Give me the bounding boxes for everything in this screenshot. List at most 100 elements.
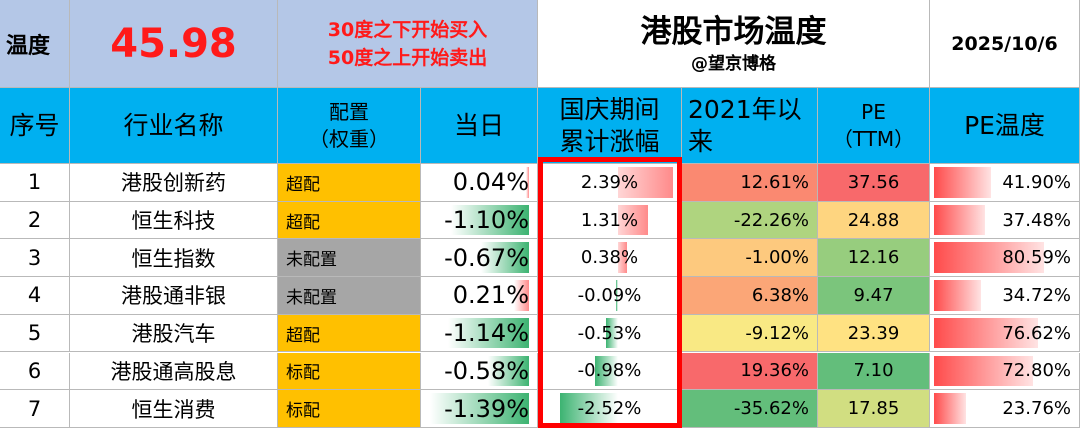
today-change-text: -1.39% xyxy=(444,394,529,423)
pe-temperature: 80.59% xyxy=(930,239,1080,278)
col-header-allocation-line1: 配置 xyxy=(329,99,369,124)
row-index: 3 xyxy=(0,239,70,278)
row-index-text: 6 xyxy=(27,358,42,383)
today-change: -1.14% xyxy=(421,314,538,353)
allocation-badge: 超配 xyxy=(278,314,421,353)
allocation-badge: 超配 xyxy=(278,201,421,240)
since2021-change: -35.62% xyxy=(682,390,818,428)
today-change: -1.39% xyxy=(421,390,538,428)
col-header-allocation: 配置 （权重） xyxy=(278,88,421,164)
allocation-text: 超配 xyxy=(286,325,320,346)
col-header-allocation-line2: （权重） xyxy=(309,126,389,151)
pe-temperature: 23.76% xyxy=(930,390,1080,428)
since2021-text: 19.36% xyxy=(740,360,809,382)
pe-temperature: 76.62% xyxy=(930,314,1080,353)
industry-name: 港股创新药 xyxy=(70,164,278,202)
col-header-since2021: 2021年以 来 xyxy=(682,88,818,164)
today-change: 0.21% xyxy=(421,277,538,315)
pe-ttm: 12.16 xyxy=(818,239,930,278)
pe-temperature-bar xyxy=(934,167,991,198)
industry-name-text: 港股通非银 xyxy=(121,284,226,309)
holiday-change-text: -0.98% xyxy=(577,360,642,382)
allocation-text: 标配 xyxy=(286,401,320,422)
industry-name: 恒生指数 xyxy=(70,239,278,278)
col-header-pe-temp: PE温度 xyxy=(930,88,1080,164)
page-title: 港股市场温度 @望京博格 xyxy=(538,0,930,88)
today-bar xyxy=(448,317,529,349)
allocation-text: 未配置 xyxy=(286,287,337,308)
col-header-holiday: 国庆期间 累计涨幅 xyxy=(538,88,682,164)
col-header-industry: 行业名称 xyxy=(70,88,278,164)
holiday-change: -0.98% xyxy=(538,352,682,391)
pe-ttm: 23.39 xyxy=(818,314,930,353)
row-index-text: 5 xyxy=(27,321,42,346)
since2021-change: 12.61% xyxy=(682,164,818,202)
col-header-since2021-line2: 来 xyxy=(688,126,714,156)
allocation-text: 超配 xyxy=(286,212,320,233)
col-header-today-text: 当日 xyxy=(453,110,504,140)
pe-temperature: 37.48% xyxy=(930,201,1080,240)
allocation-badge: 未配置 xyxy=(278,277,421,315)
trading-rule: 30度之下开始买入 50度之上开始卖出 xyxy=(278,0,538,88)
since2021-change: 19.36% xyxy=(682,352,818,391)
today-change: -1.10% xyxy=(421,201,538,240)
pe-temperature-text: 34.72% xyxy=(1002,284,1071,306)
since2021-text: -9.12% xyxy=(745,322,809,344)
pe-temperature-text: 23.76% xyxy=(1002,398,1071,420)
pe-temperature-text: 76.62% xyxy=(1002,322,1071,344)
pe-ttm-text: 17.85 xyxy=(847,398,900,420)
pe-ttm-text: 9.47 xyxy=(853,284,894,306)
pe-ttm: 24.88 xyxy=(818,201,930,240)
row-index: 5 xyxy=(0,314,70,353)
today-change: -0.58% xyxy=(421,352,538,391)
pe-temperature-bar xyxy=(934,280,982,311)
row-index-text: 3 xyxy=(27,245,42,270)
since2021-text: -22.26% xyxy=(733,209,809,231)
holiday-change-text: 1.31% xyxy=(580,209,639,231)
holiday-bar xyxy=(618,242,627,274)
today-bar xyxy=(526,167,529,198)
author-text: @望京博格 xyxy=(691,53,776,74)
holiday-change: 1.31% xyxy=(538,201,682,240)
today-bar xyxy=(514,280,529,311)
col-header-holiday-line2: 累计涨幅 xyxy=(559,126,660,156)
col-header-index-text: 序号 xyxy=(9,110,60,140)
col-header-industry-text: 行业名称 xyxy=(123,110,224,140)
col-header-pe-temp-text: PE温度 xyxy=(964,110,1045,140)
allocation-badge: 超配 xyxy=(278,164,421,202)
pe-temperature-bar xyxy=(934,317,1039,349)
today-change: -0.67% xyxy=(421,239,538,278)
pe-temperature-bar xyxy=(934,355,1033,387)
since2021-text: -1.00% xyxy=(745,247,809,269)
holiday-change-text: 0.38% xyxy=(580,247,639,269)
pe-ttm: 9.47 xyxy=(818,277,930,315)
pe-ttm-text: 37.56 xyxy=(847,171,900,193)
sell-rule: 50度之上开始卖出 xyxy=(327,46,488,69)
since2021-text: -35.62% xyxy=(733,398,809,420)
today-bar xyxy=(487,355,529,387)
today-change-text: 0.04% xyxy=(452,168,529,197)
industry-name-text: 港股创新药 xyxy=(121,171,226,196)
row-index: 6 xyxy=(0,352,70,391)
pe-temperature-text: 80.59% xyxy=(1002,247,1071,269)
report-date-text: 2025/10/6 xyxy=(951,32,1058,55)
today-change-text: -0.58% xyxy=(444,356,529,385)
pe-temperature-bar xyxy=(934,393,967,424)
holiday-bar xyxy=(618,167,674,198)
holiday-bar xyxy=(618,204,649,236)
row-index: 1 xyxy=(0,164,70,202)
col-header-index: 序号 xyxy=(0,88,70,164)
pe-ttm-text: 23.39 xyxy=(847,322,900,344)
industry-name: 恒生科技 xyxy=(70,201,278,240)
temperature-label-text: 温度 xyxy=(6,33,51,59)
since2021-change: 6.38% xyxy=(682,277,818,315)
holiday-change-text: -2.52% xyxy=(577,398,642,420)
pe-ttm-text: 7.10 xyxy=(853,360,894,382)
pe-ttm: 7.10 xyxy=(818,352,930,391)
pe-temperature-text: 41.90% xyxy=(1002,171,1071,193)
since2021-change: -1.00% xyxy=(682,239,818,278)
buy-rule: 30度之下开始买入 xyxy=(327,18,488,41)
industry-name: 港股汽车 xyxy=(70,314,278,353)
pe-ttm: 17.85 xyxy=(818,390,930,428)
temperature-value-text: 45.98 xyxy=(110,20,237,67)
